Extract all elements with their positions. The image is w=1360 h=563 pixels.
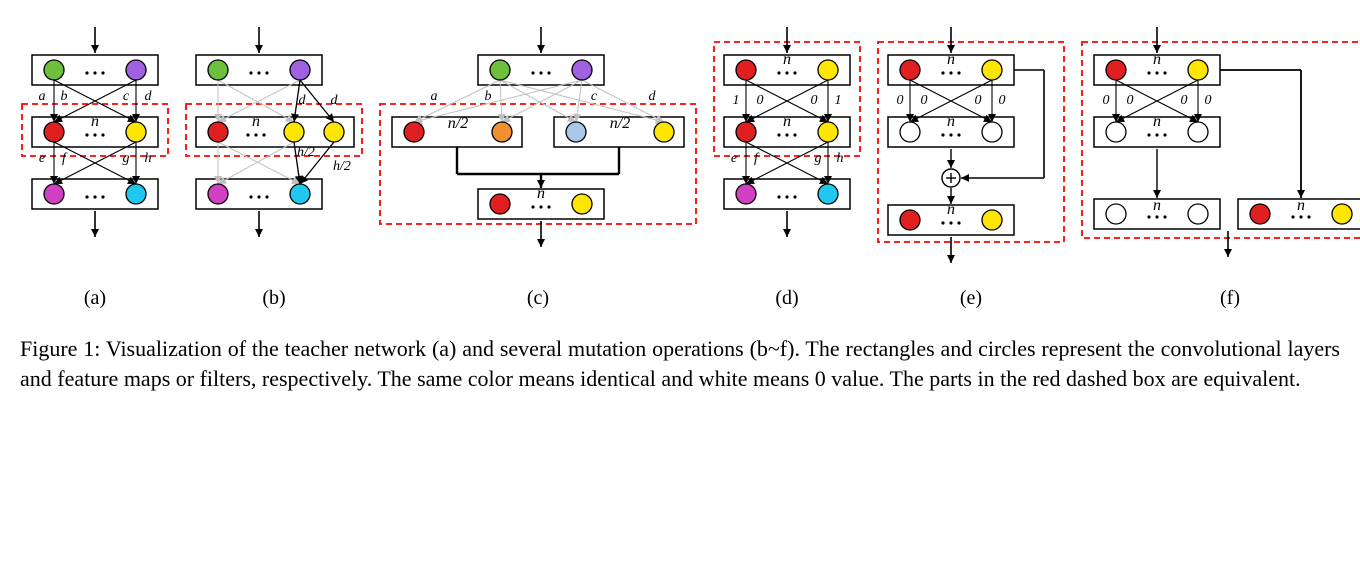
panel-f-label: (f) [1220,287,1240,310]
svg-text:c: c [591,89,598,104]
svg-text:n: n [91,113,99,130]
svg-text:0: 0 [921,93,928,108]
svg-text:g: g [815,151,822,166]
svg-text:0: 0 [811,93,818,108]
panel-f: 0 0 0 0 n n n n (f) [1080,20,1360,310]
svg-text:n: n [783,51,791,68]
diagram-row: abcdefghn(a)ddh/2h/2n(b)abcdn/2n/2n(c)10… [20,20,1360,310]
panel-d-label: (d) [775,287,798,310]
svg-text:d: d [299,93,307,108]
panel-e: 0 0 0 0 n n n (e) [876,20,1066,310]
figure-container: abcdefghn(a)ddh/2h/2n(b)abcdn/2n/2n(c)10… [20,20,1360,393]
svg-text:0: 0 [757,93,764,108]
svg-text:1: 1 [835,93,842,108]
panel-b: d d h/2 h/2 n (b) [184,20,364,310]
svg-text:b: b [485,89,492,104]
svg-text:f: f [754,151,760,166]
svg-text:n: n [947,113,955,130]
svg-text:0: 0 [1103,93,1110,108]
svg-text:n: n [1153,113,1161,130]
panel-b-svg: d d h/2 h/2 n [184,20,364,270]
panel-e-svg: 0 0 0 0 n n n [876,20,1066,270]
panel-c-svg: a b c d n/2 n/2 n [378,20,698,270]
svg-text:h/2: h/2 [297,145,315,160]
svg-text:n/2: n/2 [610,115,630,132]
svg-text:n: n [1297,197,1305,214]
svg-text:h: h [145,151,152,166]
svg-text:0: 0 [897,93,904,108]
svg-text:c: c [123,89,130,104]
svg-text:n: n [1153,197,1161,214]
panel-e-label: (e) [960,287,982,310]
svg-text:n: n [252,113,260,130]
svg-text:0: 0 [1181,93,1188,108]
panel-f-svg: 0 0 0 0 n n n n [1080,20,1360,270]
svg-text:1: 1 [733,93,740,108]
panel-a-label: (a) [84,287,106,310]
panel-b-label: (b) [262,287,285,310]
figure-caption: Figure 1: Visualization of the teacher n… [20,334,1340,393]
svg-text:n/2: n/2 [448,115,468,132]
svg-text:0: 0 [1127,93,1134,108]
svg-text:0: 0 [975,93,982,108]
svg-text:h/2: h/2 [333,159,351,174]
panel-c-label: (c) [527,287,549,310]
svg-text:a: a [431,89,438,104]
svg-text:e: e [731,151,737,166]
panel-a: ab cd e f gh n (a) [20,20,170,310]
svg-text:d: d [331,93,339,108]
panel-a-svg: ab cd e f gh n [20,20,170,270]
panel-c: a b c d n/2 n/2 n (c) [378,20,698,310]
panel-d-svg: 1 0 0 1 e f gh n n [712,20,862,270]
svg-text:a: a [39,89,46,104]
svg-text:d: d [649,89,657,104]
svg-text:n: n [1153,51,1161,68]
svg-text:f: f [62,151,68,166]
svg-text:0: 0 [999,93,1006,108]
svg-text:n: n [537,185,545,202]
svg-text:b: b [61,89,68,104]
svg-text:n: n [947,51,955,68]
svg-text:n: n [947,201,955,218]
svg-text:h: h [837,151,844,166]
svg-text:e: e [39,151,45,166]
svg-text:d: d [145,89,153,104]
svg-text:0: 0 [1205,93,1212,108]
svg-text:n: n [783,113,791,130]
panel-d: 1 0 0 1 e f gh n n (d) [712,20,862,310]
svg-text:g: g [123,151,130,166]
